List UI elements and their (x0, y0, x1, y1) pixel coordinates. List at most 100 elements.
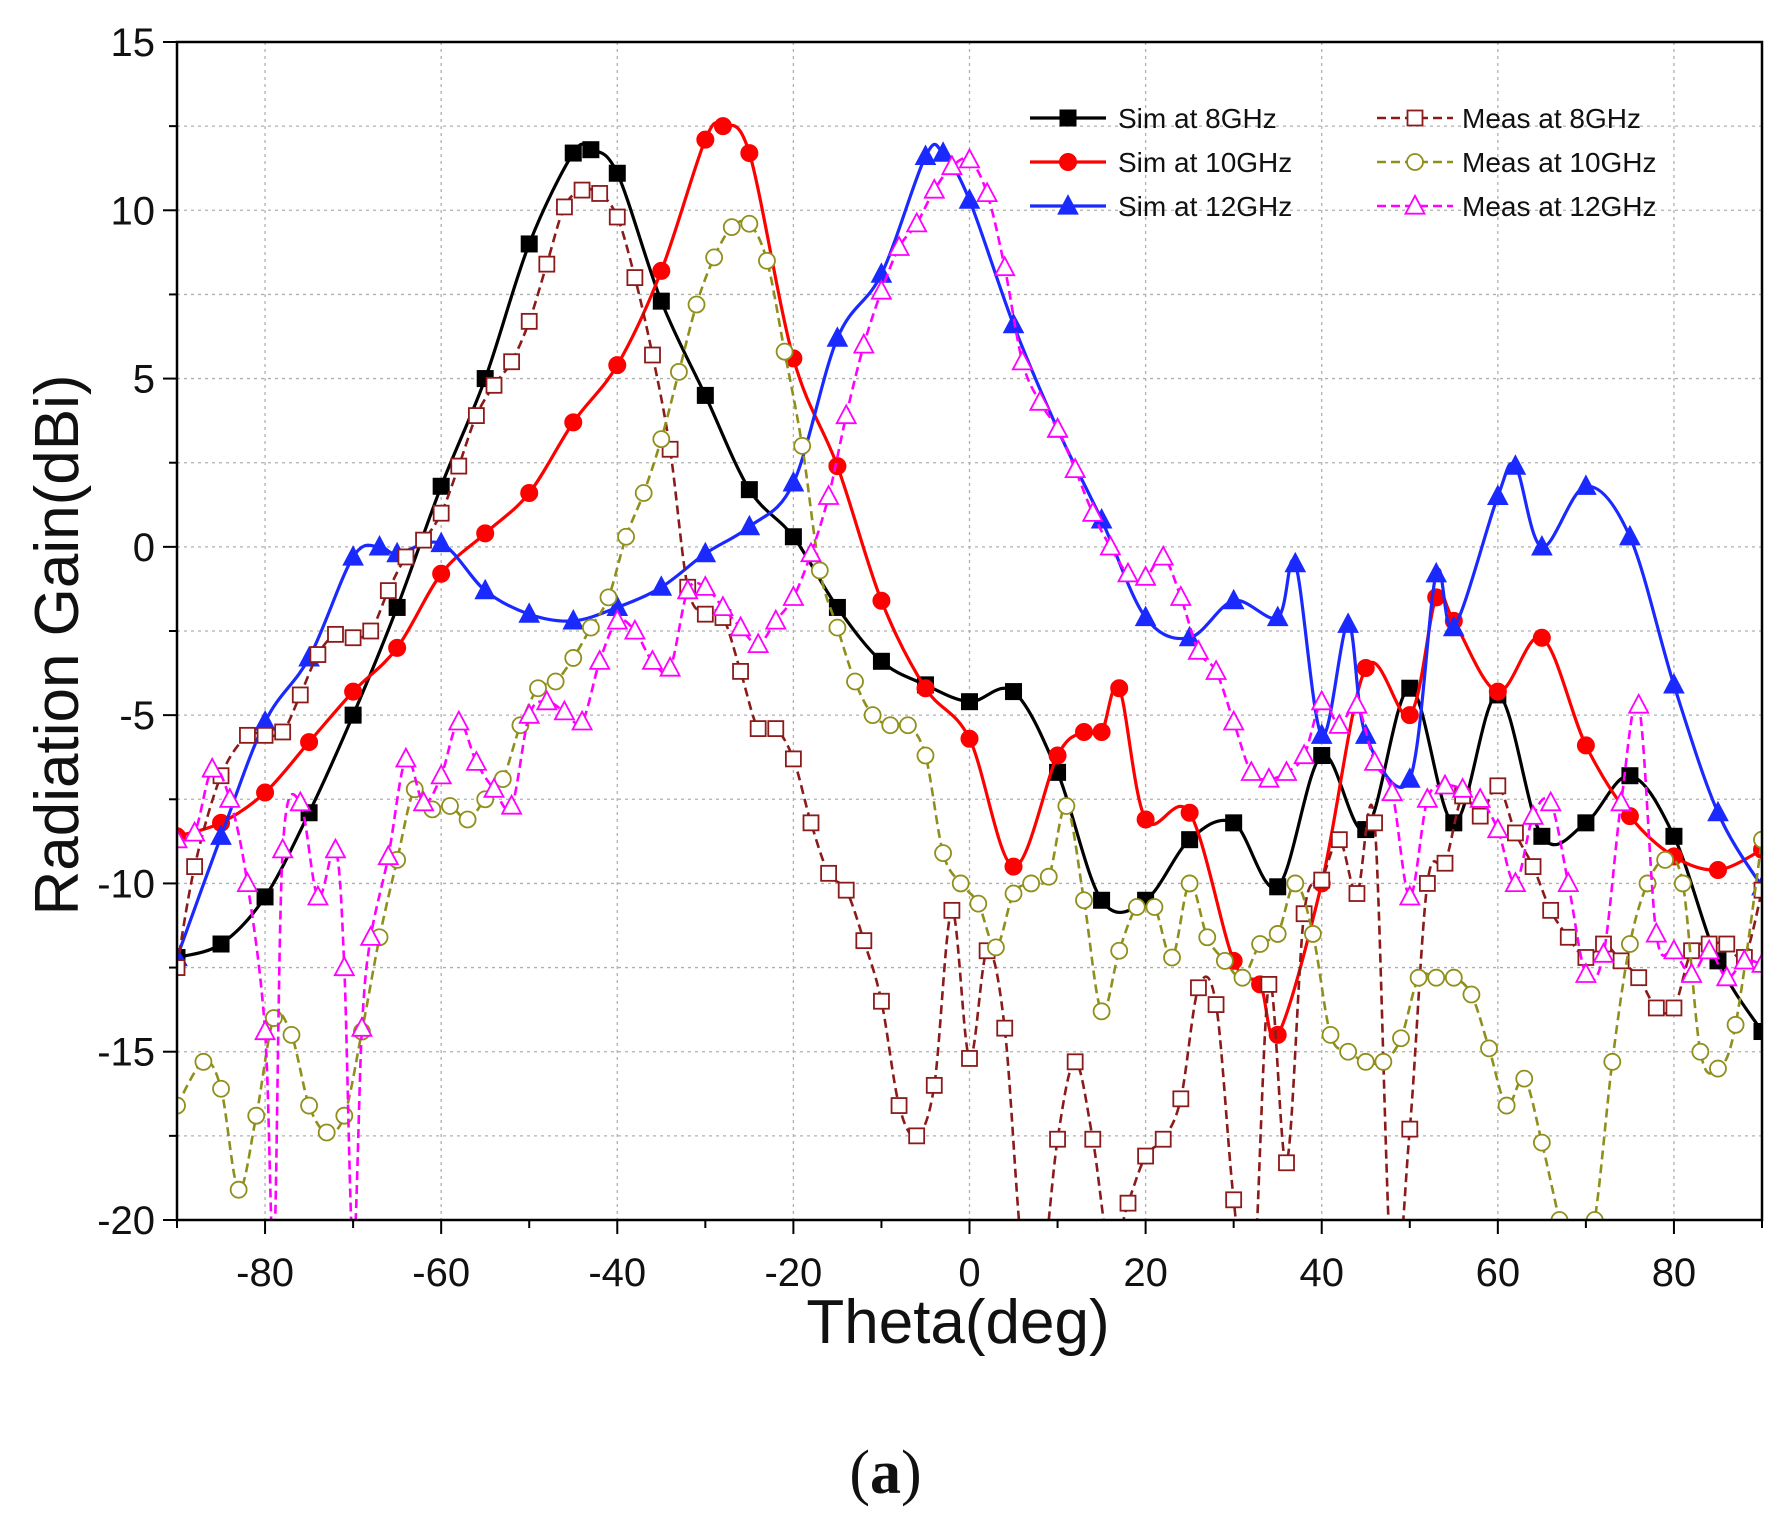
data-point (740, 481, 758, 499)
data-point (1524, 858, 1542, 875)
data-point (476, 524, 495, 543)
data-point (608, 208, 626, 226)
y-axis-title: Radiation Gain(dBi) (23, 374, 92, 915)
data-point (556, 198, 573, 216)
data-point (1048, 746, 1067, 765)
data-point (722, 218, 741, 237)
data-point (324, 837, 347, 859)
data-point (1310, 689, 1333, 711)
data-point (670, 362, 688, 381)
data-point (282, 1025, 301, 1044)
data-point (1266, 605, 1289, 627)
data-point (1339, 1042, 1358, 1061)
data-point (749, 720, 767, 738)
data-point (1154, 1130, 1172, 1148)
data-point (1645, 921, 1668, 943)
y-tick-label: -15 (97, 1031, 155, 1075)
data-point (650, 575, 673, 596)
data-point (1515, 1069, 1534, 1088)
data-point (1592, 941, 1615, 963)
data-point (1275, 760, 1298, 781)
figure-caption: (a) (0, 1438, 1771, 1509)
data-point (289, 790, 312, 812)
data-point (503, 353, 521, 371)
data-point (1683, 942, 1700, 960)
data-point (1691, 1042, 1710, 1061)
data-point (914, 144, 937, 165)
x-tick-label: -80 (236, 1251, 294, 1295)
data-point (934, 844, 952, 863)
data-point (236, 871, 259, 892)
data-point (1337, 612, 1359, 633)
data-point (1612, 952, 1630, 970)
data-point (961, 1050, 978, 1067)
data-point (1172, 1090, 1190, 1108)
data-point (1286, 874, 1305, 893)
data-point (432, 504, 450, 522)
data-point (1187, 639, 1210, 660)
data-point (194, 1052, 213, 1071)
data-point (740, 144, 759, 163)
data-point (1647, 999, 1665, 1017)
data-point (1110, 679, 1129, 698)
data-point (905, 211, 928, 233)
data-point (820, 864, 838, 882)
x-tick-label: 0 (958, 1251, 980, 1295)
data-point (218, 787, 241, 808)
x-tick-label: -60 (412, 1251, 470, 1295)
data-point (1081, 501, 1104, 522)
data-point (652, 292, 670, 310)
legend-marker (1406, 109, 1424, 127)
data-point (430, 531, 453, 553)
data-point (1663, 673, 1685, 694)
data-point (485, 376, 503, 394)
data-point (888, 235, 911, 256)
data-point (1046, 416, 1069, 438)
data-point (1575, 474, 1597, 495)
data-point (482, 777, 506, 798)
data-point (368, 535, 391, 556)
data-point (1152, 544, 1175, 566)
data-point (1497, 1096, 1516, 1115)
data-point (1709, 1059, 1727, 1078)
legend-label: Sim at 8GHz (1118, 103, 1277, 134)
data-point (1330, 831, 1348, 849)
data-point (432, 477, 450, 495)
data-point (1550, 1211, 1569, 1220)
data-point (738, 514, 761, 536)
legend-marker (1057, 194, 1079, 215)
data-point (247, 1106, 266, 1125)
data-point (828, 618, 847, 637)
data-point (1398, 767, 1421, 788)
data-point (852, 332, 875, 354)
data-point (518, 602, 541, 623)
data-point (1715, 965, 1738, 987)
data-point (1733, 948, 1756, 970)
data-point (863, 706, 882, 725)
data-point (1304, 925, 1322, 943)
data-point (1416, 787, 1439, 808)
data-point (784, 750, 802, 768)
legend-label: Meas at 8GHz (1462, 103, 1641, 134)
data-point (397, 548, 415, 566)
data-point (1451, 777, 1474, 798)
data-point (520, 484, 539, 503)
data-point (696, 386, 714, 404)
data-point (1398, 884, 1421, 906)
data-point (1726, 1015, 1745, 1034)
y-tick-label: -5 (119, 694, 155, 738)
data-point (538, 255, 556, 273)
data-point (1381, 780, 1404, 802)
legend-marker (1059, 153, 1077, 171)
data-point (634, 484, 653, 502)
data-point (1557, 871, 1580, 892)
data-point (784, 528, 802, 546)
data-point (799, 541, 823, 563)
data-point (1049, 1130, 1066, 1148)
data-point (458, 810, 477, 829)
data-point (1533, 827, 1551, 845)
data-point (210, 824, 232, 845)
data-point (881, 716, 900, 735)
data-point (1751, 952, 1762, 973)
legend-marker (1404, 193, 1426, 215)
